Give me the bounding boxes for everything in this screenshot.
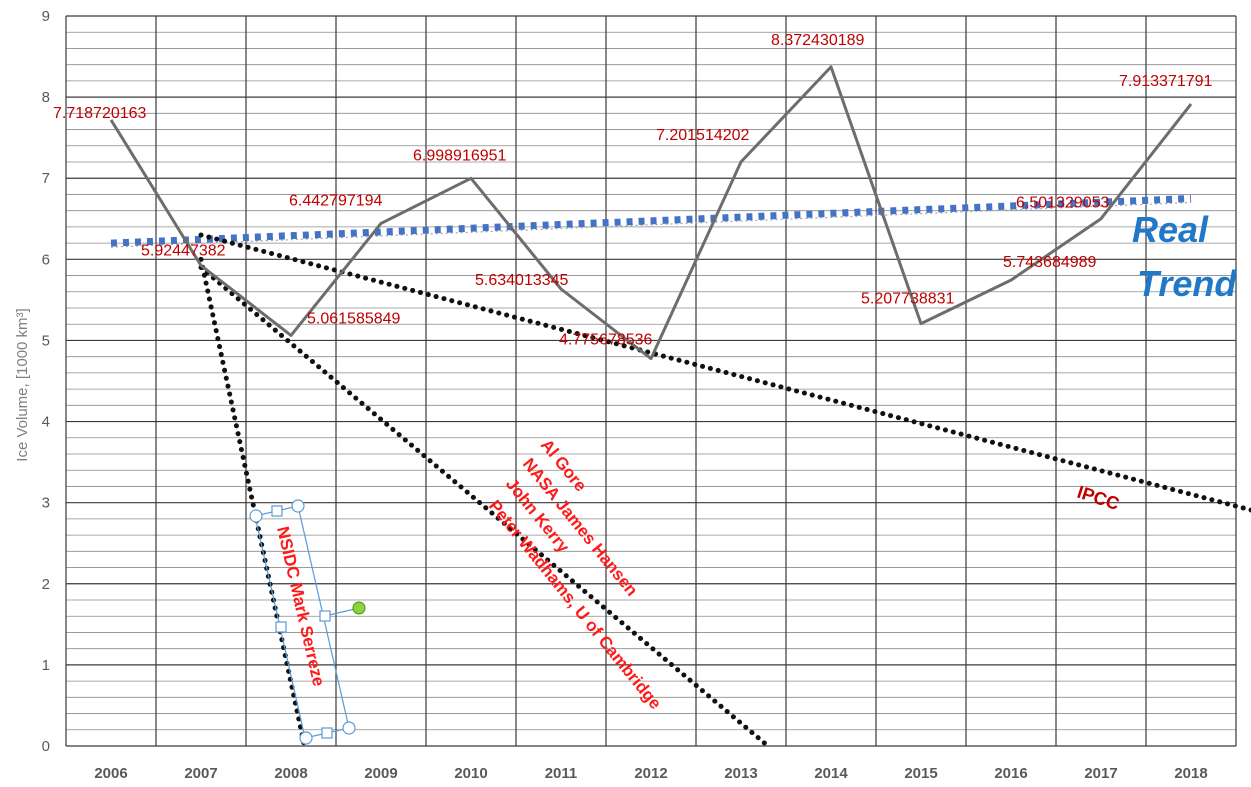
data-label: 6.501329053 [1016,195,1110,212]
real-trend-line1: Real [1132,209,1209,250]
data-label: 5.92447382 [141,242,226,259]
trend-line-prediction-3 [198,256,307,749]
x-tick-label: 2018 [1174,765,1207,782]
resize-handle[interactable] [321,727,333,739]
y-tick-label: 3 [42,495,50,512]
nsidc-mark-serreze: NSIDC Mark Serreze [273,525,328,689]
x-tick-label: 2016 [994,765,1027,782]
data-label: 5.743684989 [1003,254,1097,271]
trend-lines [110,195,1251,749]
resize-handle[interactable] [299,731,313,745]
y-axis-label: Ice Volume, [1000 km³] [14,308,31,461]
chart-grid [65,15,1237,747]
data-label: 7.201514202 [656,127,750,144]
resize-handle[interactable] [275,621,287,633]
data-label: 8.372430189 [771,32,865,49]
ice-volume-line [109,65,1193,361]
x-tick-label: 2011 [545,765,578,782]
data-label: 6.442797194 [289,192,383,209]
y-tick-label: 1 [42,657,50,674]
nsidc-annotation: NSIDC Mark Serreze [249,499,366,745]
x-tick-label: 2009 [364,765,397,782]
y-tick-label: 0 [42,738,50,755]
x-tick-label: 2007 [184,765,217,782]
x-tick-label: 2012 [634,765,667,782]
y-tick-label: 9 [42,8,50,25]
x-tick-label: 2006 [94,765,127,782]
y-tick-label: 7 [42,170,50,187]
data-series [109,65,1193,361]
data-label: 6.998916951 [413,147,507,164]
x-tick-label: 2017 [1084,765,1117,782]
x-tick-label: 2013 [724,765,757,782]
x-tick-label: 2008 [274,765,307,782]
resize-handle[interactable] [249,509,263,523]
data-label: 5.634013345 [475,272,569,289]
trend-line-guide [110,201,1192,248]
resize-handle[interactable] [319,610,331,622]
y-axis: 0 1 2 3 4 5 6 7 8 9 [42,8,50,755]
resize-handle[interactable] [342,721,356,735]
x-tick-label: 2015 [904,765,937,782]
trend-line-prediction-1 [198,232,1251,513]
data-label: 7.718720163 [53,105,147,122]
data-label: 5.061585849 [307,310,401,327]
data-label: 5.207738831 [861,291,955,308]
y-tick-label: 4 [42,414,50,431]
trend-line-real [110,195,1192,247]
y-tick-label: 5 [42,332,50,349]
y-tick-label: 6 [42,251,50,268]
x-tick-label: 2014 [814,765,848,782]
y-tick-label: 2 [42,576,50,593]
names-annotation: Al Gore NASA James Hansen John Kerry Pet… [485,436,665,713]
data-label: 7.913371791 [1119,73,1213,90]
data-labels: 7.718720163 5.92447382 5.061585849 6.442797… [53,32,1213,349]
real-trend-line2: Trend [1137,263,1237,304]
x-tick-label: 2010 [454,765,487,782]
real-trend-annotation: Real Trend [1132,209,1237,304]
rotate-handle[interactable] [352,601,366,615]
resize-handle[interactable] [271,505,283,517]
x-axis: 2006 2007 2008 2009 2010 2011 2012 2013 2014 2015… [94,765,1207,782]
data-label: 4.775678536 [559,332,653,349]
y-tick-label: 8 [42,89,50,106]
trend-line-prediction-2 [198,264,771,749]
resize-handle[interactable] [291,499,305,513]
